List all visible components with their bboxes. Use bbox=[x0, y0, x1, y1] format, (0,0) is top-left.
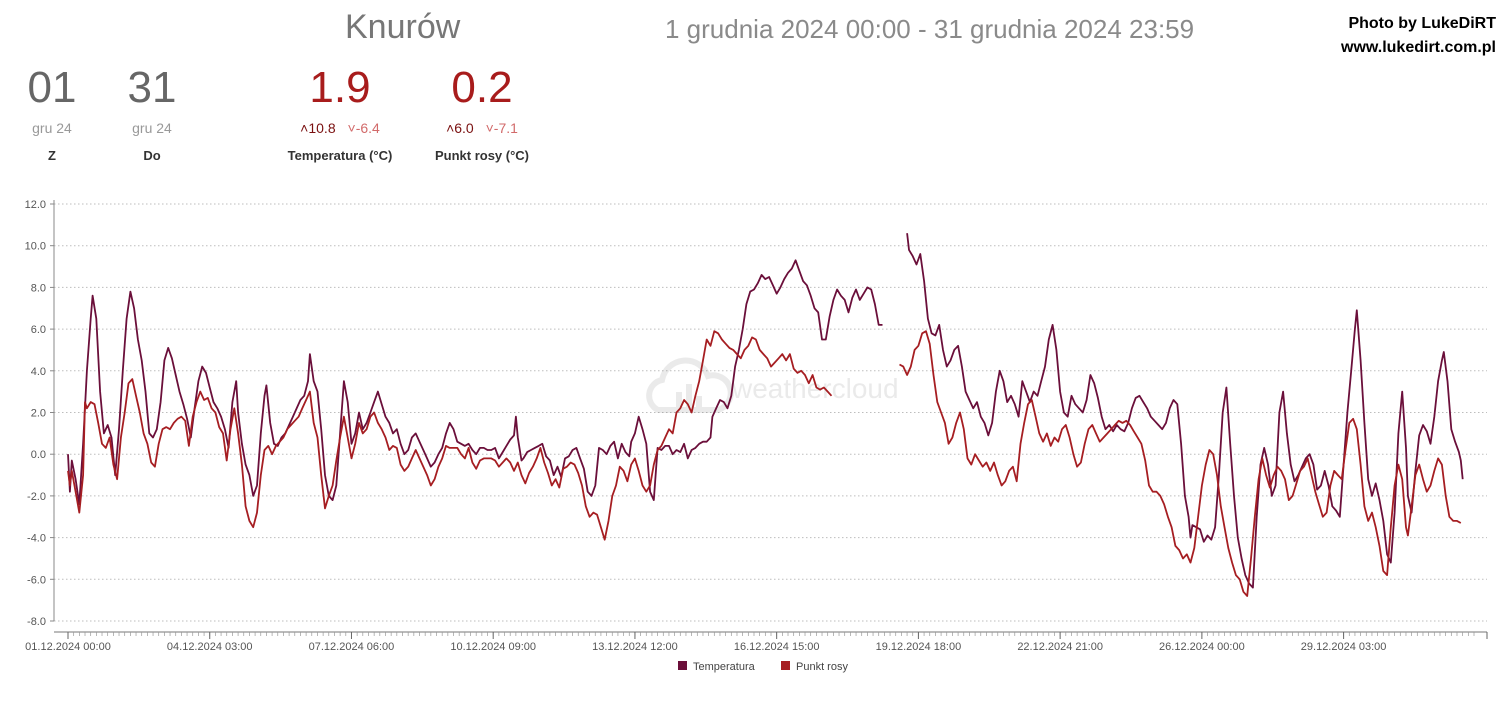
y-tick-label: 0.0 bbox=[31, 449, 46, 461]
x-tick-label: 16.12.2024 15:00 bbox=[734, 641, 820, 653]
from-month: gru 24 bbox=[32, 120, 72, 136]
to-month: gru 24 bbox=[132, 120, 172, 136]
from-day: 01 bbox=[27, 63, 77, 112]
chevron-up-icon: ˄ bbox=[446, 120, 455, 136]
photo-credit: Photo by LukeDiRT www.lukedirt.com.pl bbox=[1341, 12, 1496, 60]
y-axis: 12.0 10.0 8.0 6.0 4.0 2.0 0.0 -2.0 -4.0 -6.0 -8.0 bbox=[25, 199, 55, 628]
legend-label: Punkt rosy bbox=[796, 661, 848, 673]
chevron-down-icon: ˅ bbox=[485, 120, 494, 136]
date-range: 1 grudnia 2024 00:00 - 31 grudnia 2024 2… bbox=[665, 14, 1195, 44]
chart-series bbox=[67, 233, 1464, 597]
to-day: 31 bbox=[127, 63, 177, 112]
credit-author: Photo by LukeDiRT bbox=[1348, 15, 1496, 32]
y-tick-label: -6.0 bbox=[27, 574, 46, 586]
series-line-temperatura bbox=[67, 233, 1464, 589]
temperature-label: Temperatura (°C) bbox=[287, 148, 393, 163]
dewpoint-min: -7.1 bbox=[493, 120, 518, 136]
credit-url: www.lukedirt.com.pl bbox=[1341, 39, 1496, 56]
chevron-up-icon: ˄ bbox=[300, 120, 309, 136]
temperature-minmax: ˄10.8 ˅-6.4 bbox=[270, 120, 410, 136]
temperature-max: 10.8 bbox=[308, 120, 336, 136]
y-tick-label: 10.0 bbox=[25, 241, 46, 253]
x-tick-label: 19.12.2024 18:00 bbox=[876, 641, 962, 653]
dewpoint-minmax: ˄6.0 ˅-7.1 bbox=[412, 120, 552, 136]
x-tick-label: 13.12.2024 12:00 bbox=[592, 641, 678, 653]
x-tick-label: 07.12.2024 06:00 bbox=[309, 641, 395, 653]
legend-label: Temperatura bbox=[693, 661, 756, 673]
legend-swatch bbox=[781, 661, 790, 670]
dewpoint-label: Punkt rosy (°C) bbox=[434, 148, 530, 163]
to-date-stat: 31 gru 24 Do bbox=[122, 63, 182, 164]
from-date-stat: 01 gru 24 Z bbox=[22, 63, 82, 164]
chart-legend: Temperatura Punkt rosy bbox=[678, 661, 848, 673]
y-tick-label: 12.0 bbox=[25, 199, 46, 211]
x-tick-label: 01.12.2024 00:00 bbox=[25, 641, 111, 653]
x-tick-label: 29.12.2024 03:00 bbox=[1301, 641, 1387, 653]
temperature-value: 1.9 bbox=[309, 63, 371, 112]
dewpoint-stat: 0.2 ˄6.0 ˅-7.1 Punkt rosy (°C) bbox=[412, 63, 552, 164]
x-tick-label: 04.12.2024 03:00 bbox=[167, 641, 253, 653]
y-tick-label: -4.0 bbox=[27, 533, 46, 545]
dewpoint-max: 6.0 bbox=[454, 120, 474, 136]
x-tick-label: 22.12.2024 21:00 bbox=[1017, 641, 1103, 653]
y-tick-label: 2.0 bbox=[31, 408, 46, 420]
x-axis: 01.12.2024 00:00 04.12.2024 03:00 07.12.20… bbox=[25, 631, 1488, 653]
series-line-punkt-rosy bbox=[67, 330, 1462, 597]
y-tick-label: -2.0 bbox=[27, 491, 46, 503]
y-tick-label: 6.0 bbox=[31, 324, 46, 336]
station-name: Knurów bbox=[345, 8, 461, 46]
dewpoint-value: 0.2 bbox=[451, 63, 513, 112]
to-label: Do bbox=[143, 148, 161, 163]
chevron-down-icon: ˅ bbox=[347, 120, 356, 136]
temperature-stat: 1.9 ˄10.8 ˅-6.4 Temperatura (°C) bbox=[270, 63, 410, 164]
y-tick-label: -8.0 bbox=[27, 616, 46, 628]
from-label: Z bbox=[48, 148, 56, 163]
chart-grid bbox=[54, 203, 1487, 622]
x-tick-label: 26.12.2024 00:00 bbox=[1159, 641, 1245, 653]
temperature-min: -6.4 bbox=[355, 120, 380, 136]
x-tick-label: 10.12.2024 09:00 bbox=[450, 641, 536, 653]
weathercloud-watermark: weathercloud bbox=[646, 357, 899, 413]
y-tick-label: 8.0 bbox=[31, 282, 46, 294]
legend-swatch bbox=[678, 661, 687, 670]
y-tick-label: 4.0 bbox=[31, 366, 46, 378]
watermark-text: weathercloud bbox=[731, 373, 899, 404]
